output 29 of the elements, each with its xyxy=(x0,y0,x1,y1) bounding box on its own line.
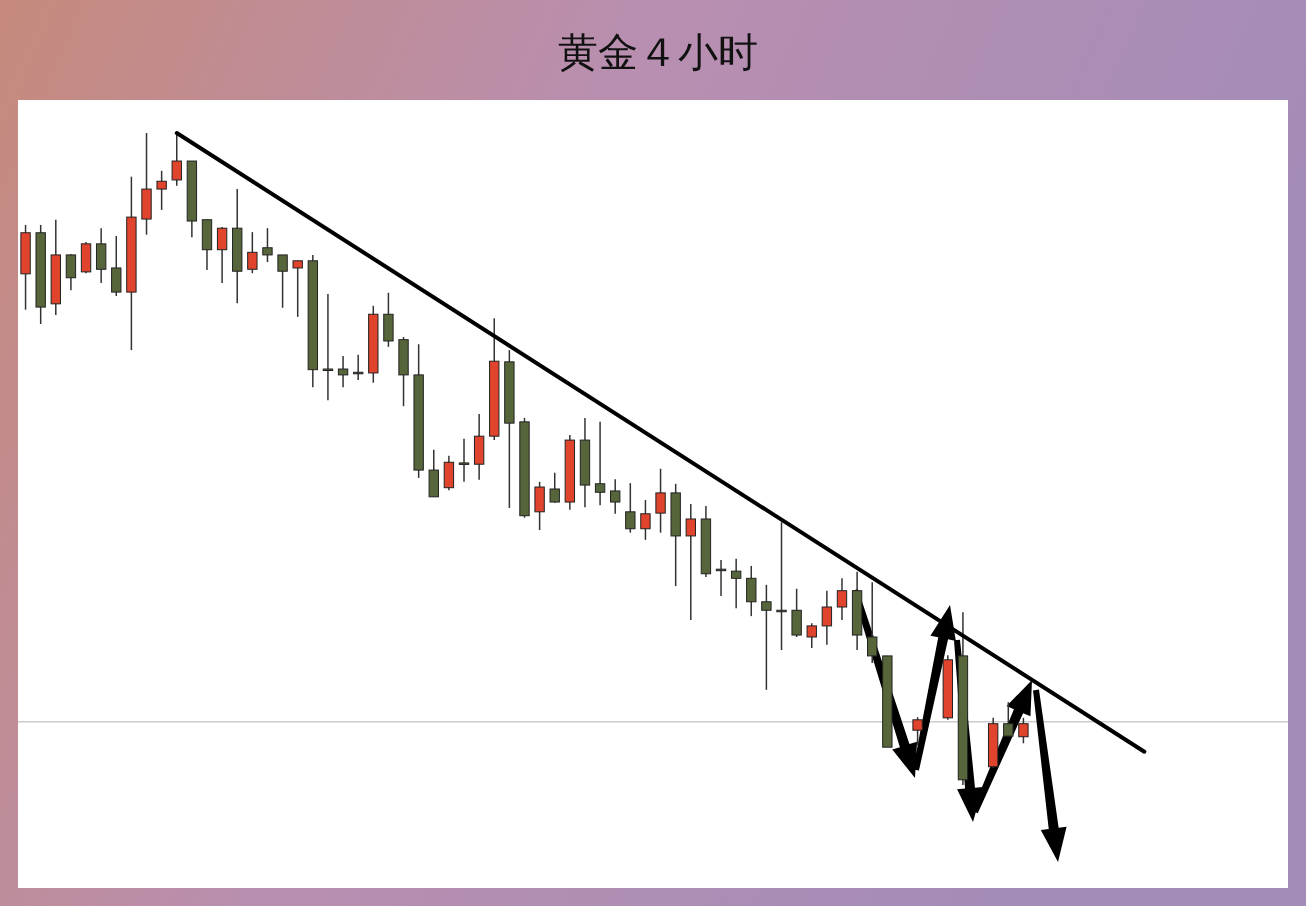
candlestick xyxy=(337,355,349,389)
candlestick xyxy=(821,589,833,646)
candlestick xyxy=(156,170,167,211)
candlestick xyxy=(746,565,757,617)
candlestick xyxy=(761,584,772,691)
candlestick xyxy=(594,421,606,507)
candlestick xyxy=(171,132,182,187)
candlestick xyxy=(1018,717,1029,745)
candlestick xyxy=(640,499,651,541)
candlestick xyxy=(277,254,288,309)
candlestick xyxy=(247,231,258,274)
candlestick xyxy=(458,438,470,483)
candlestick xyxy=(912,716,923,746)
candlestick xyxy=(610,478,621,515)
chart-title: 黄金４小时 xyxy=(558,29,758,75)
candlestick xyxy=(806,622,817,649)
candlestick xyxy=(730,558,742,610)
candlestick xyxy=(867,581,878,664)
candlestick xyxy=(216,226,228,284)
candlestick xyxy=(1003,701,1014,738)
candlestick xyxy=(65,253,77,291)
candlestick xyxy=(655,468,666,534)
candlestick xyxy=(836,577,848,621)
candlestick xyxy=(292,260,303,318)
candlestick xyxy=(685,503,696,621)
candlestick xyxy=(322,293,334,402)
candlestick xyxy=(262,227,273,263)
candlestick xyxy=(625,482,636,534)
candlestick xyxy=(549,471,560,504)
